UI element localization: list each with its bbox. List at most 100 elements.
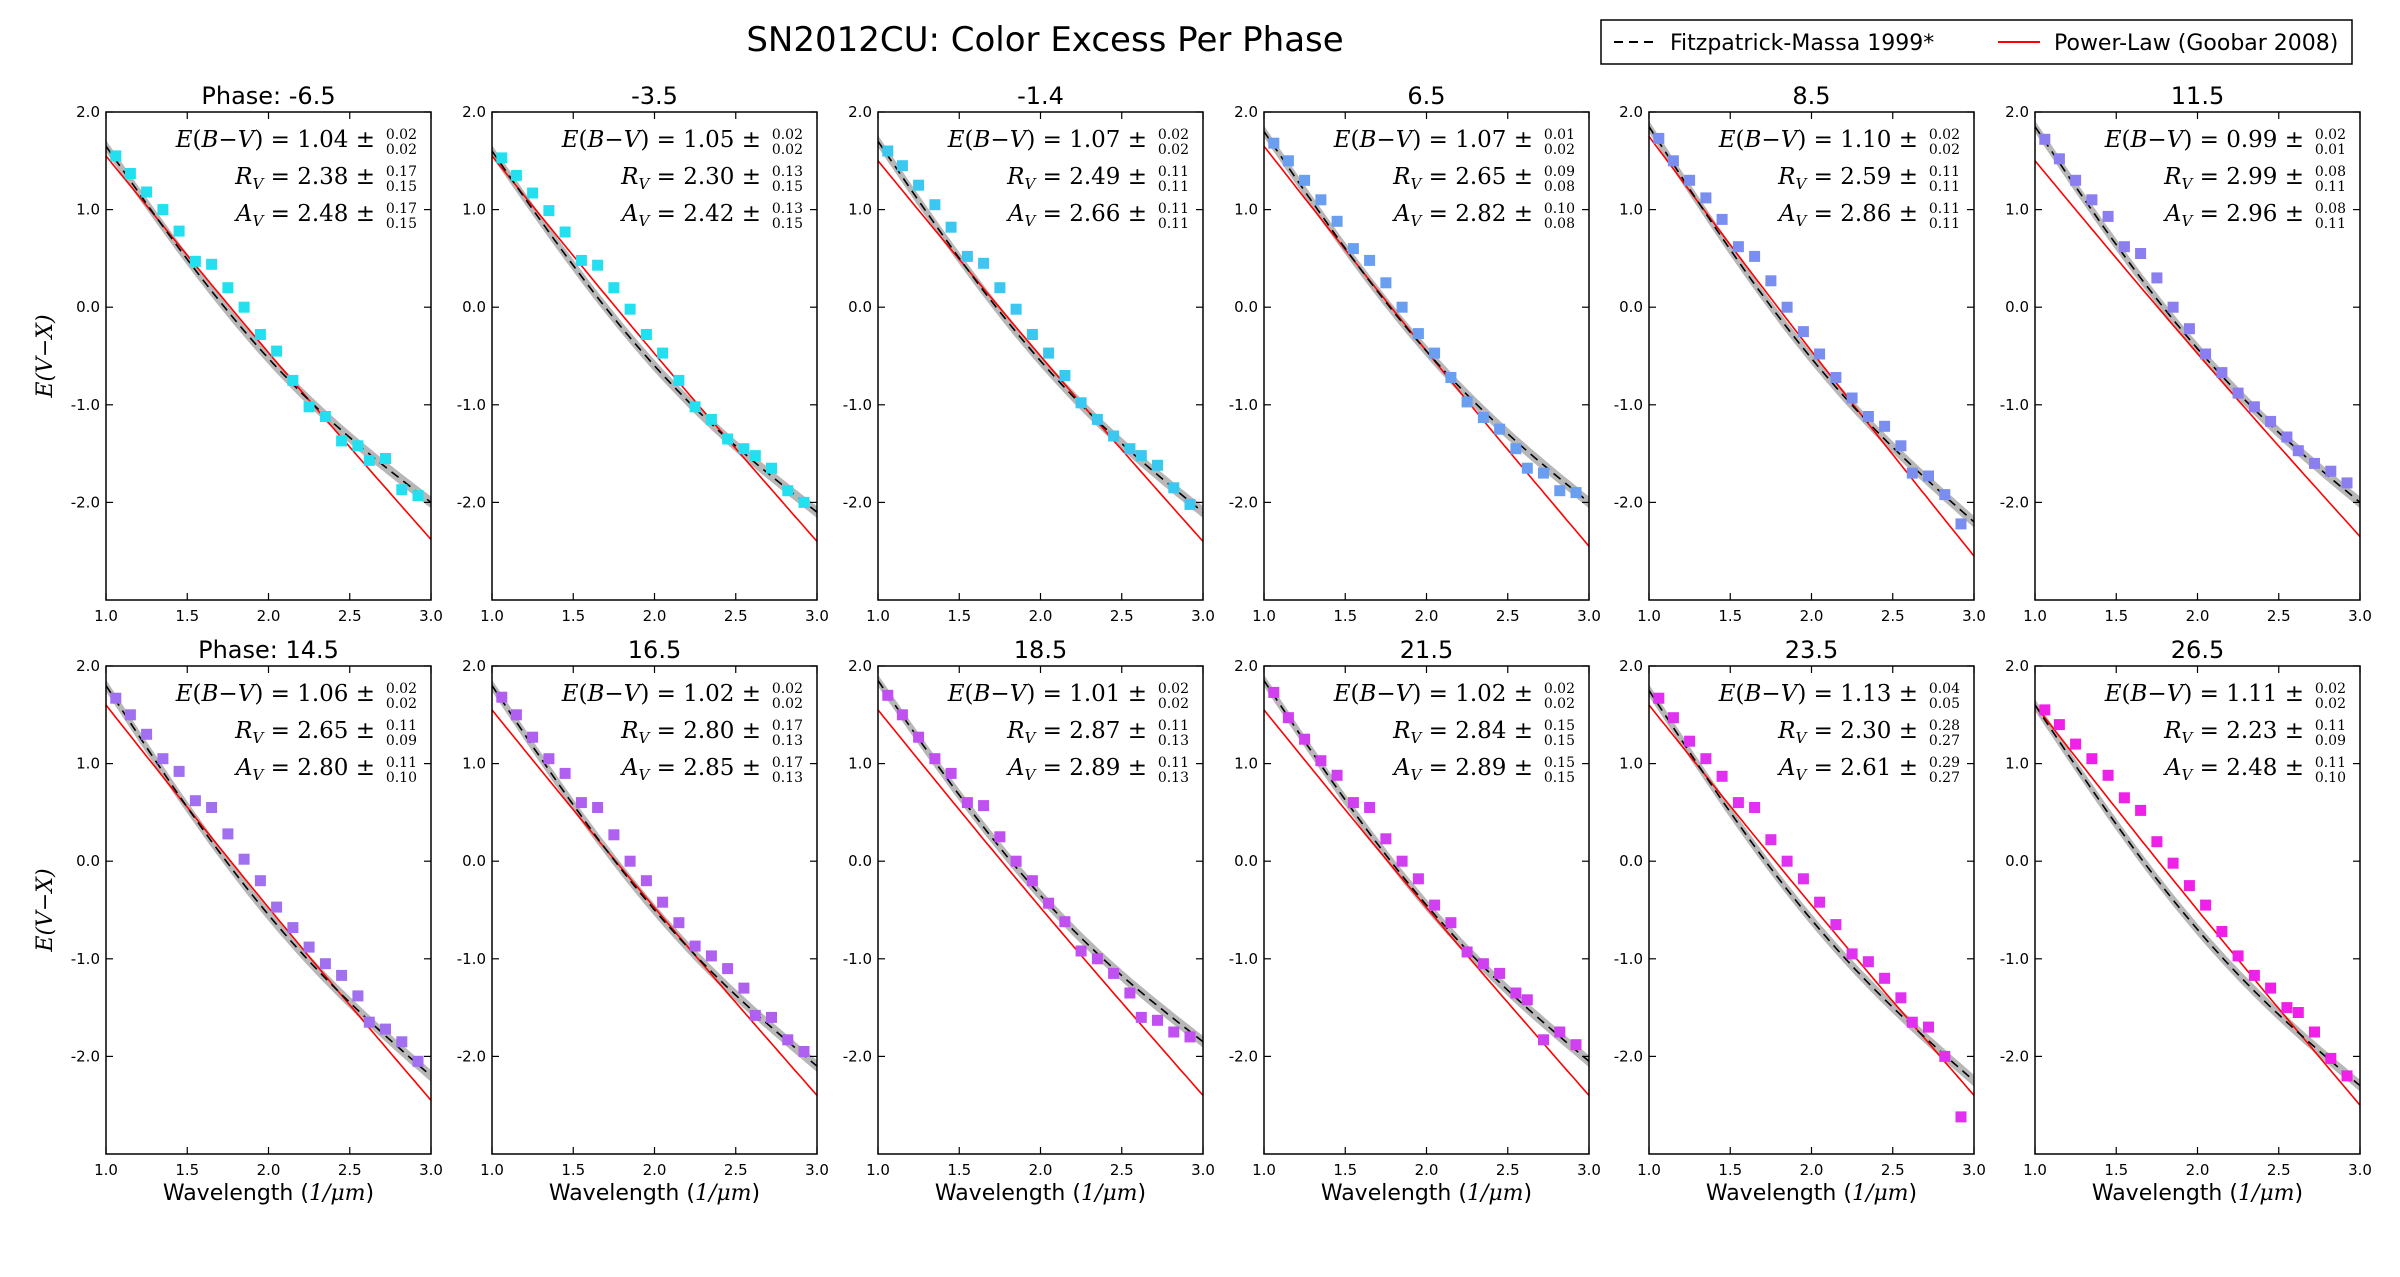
y-tick-label: 2.0 bbox=[1234, 103, 1258, 121]
param-err-down: 0.09 bbox=[386, 733, 417, 749]
data-point bbox=[978, 800, 990, 812]
data-point bbox=[994, 831, 1006, 843]
data-point bbox=[2232, 950, 2244, 962]
param-err-down: 0.02 bbox=[2315, 696, 2346, 712]
param-err-up: 0.02 bbox=[1544, 681, 1575, 697]
param-err-down: 0.08 bbox=[1544, 179, 1575, 195]
data-point bbox=[689, 401, 701, 413]
data-point bbox=[722, 433, 734, 445]
data-point bbox=[2053, 719, 2065, 731]
param-err-down: 0.02 bbox=[772, 696, 803, 712]
data-point bbox=[352, 990, 364, 1002]
param-err-up: 0.11 bbox=[1158, 201, 1189, 217]
data-point bbox=[303, 401, 315, 413]
y-tick-label: 0.0 bbox=[2005, 852, 2029, 870]
y-tick-label: -1.0 bbox=[71, 396, 100, 414]
param-av: AV = 2.48 ± bbox=[234, 201, 375, 230]
param-err-down: 0.09 bbox=[2315, 733, 2346, 749]
y-tick-label: -1.0 bbox=[1614, 950, 1643, 968]
uncertainty-band bbox=[878, 674, 1203, 1048]
powerlaw-line bbox=[492, 155, 817, 542]
data-point bbox=[2118, 792, 2130, 804]
x-tick-label: 1.5 bbox=[1333, 1161, 1357, 1179]
y-tick-label: 0.0 bbox=[1234, 852, 1258, 870]
data-point bbox=[1653, 132, 1665, 144]
fm-line bbox=[1264, 131, 1589, 504]
panel: 1.0 1.5 2.0 2.5 3.02.01.00.0-1.0-2.06.50.010… bbox=[1229, 82, 1601, 625]
data-point bbox=[2265, 415, 2277, 427]
x-tick-label: 3.0 bbox=[2348, 1161, 2372, 1179]
data-point bbox=[1315, 194, 1327, 206]
data-point bbox=[363, 454, 375, 466]
y-tick-label: -2.0 bbox=[1229, 493, 1258, 511]
param-rv: RV = 2.59 ± bbox=[1777, 164, 1918, 193]
param-err-down: 0.11 bbox=[1929, 216, 1960, 232]
data-point bbox=[1075, 397, 1087, 409]
data-point bbox=[189, 795, 201, 807]
y-tick-label: 1.0 bbox=[2005, 755, 2029, 773]
data-point bbox=[2151, 272, 2163, 284]
x-tick-label: 1.0 bbox=[866, 1161, 890, 1179]
x-tick-label: 1.5 bbox=[2104, 607, 2128, 625]
param-err-up: 0.02 bbox=[386, 127, 417, 143]
param-err-down: 0.08 bbox=[1544, 216, 1575, 232]
data-point bbox=[1716, 213, 1728, 225]
y-tick-label: 2.0 bbox=[462, 103, 486, 121]
data-point bbox=[1570, 1039, 1582, 1051]
data-point bbox=[1494, 967, 1506, 979]
x-tick-label: 1.5 bbox=[947, 1161, 971, 1179]
x-tick-label: 2.5 bbox=[724, 607, 748, 625]
data-point bbox=[222, 828, 234, 840]
x-tick-label: 1.5 bbox=[175, 607, 199, 625]
y-tick-label: 0.0 bbox=[848, 852, 872, 870]
data-point bbox=[527, 187, 539, 199]
param-av: AV = 2.80 ± bbox=[234, 755, 375, 784]
param-err-down: 0.27 bbox=[1929, 770, 1960, 786]
y-tick-label: 1.0 bbox=[76, 755, 100, 773]
data-point bbox=[1461, 946, 1473, 958]
x-tick-label: 2.0 bbox=[643, 1161, 667, 1179]
data-point bbox=[2216, 367, 2228, 379]
data-point bbox=[141, 186, 153, 198]
y-tick-label: -2.0 bbox=[843, 493, 872, 511]
data-point bbox=[2151, 836, 2163, 848]
powerlaw-line bbox=[106, 704, 431, 1101]
data-point bbox=[559, 767, 571, 779]
param-ebv: E(B−V) = 0.99 ± bbox=[2104, 127, 2304, 153]
param-err-up: 0.02 bbox=[772, 681, 803, 697]
y-tick-label: -2.0 bbox=[2000, 493, 2029, 511]
param-rv: RV = 2.65 ± bbox=[234, 718, 375, 747]
data-point bbox=[1906, 1016, 1918, 1028]
data-point bbox=[1124, 443, 1136, 455]
data-point bbox=[1282, 155, 1294, 167]
data-point bbox=[157, 204, 169, 216]
data-point bbox=[2200, 899, 2212, 911]
panel-title: 18.5 bbox=[1014, 636, 1067, 664]
data-point bbox=[2118, 241, 2130, 253]
y-tick-label: 0.0 bbox=[1234, 298, 1258, 316]
param-err-up: 0.15 bbox=[1544, 718, 1575, 734]
data-point bbox=[1445, 372, 1457, 383]
data-point bbox=[1364, 802, 1376, 813]
y-tick-label: 0.0 bbox=[1619, 852, 1643, 870]
data-point bbox=[1923, 470, 1934, 482]
panel: 1.0 1.5 2.0 2.5 3.0 2.0 1.0 0.0 -1.0 -2.0 11.5 0.02… bbox=[2000, 82, 2372, 625]
data-point bbox=[1939, 1050, 1951, 1062]
data-point bbox=[1380, 833, 1392, 845]
data-point bbox=[141, 728, 153, 740]
x-tick-label: 2.5 bbox=[2267, 607, 2291, 625]
data-point bbox=[1510, 443, 1522, 455]
data-point bbox=[559, 226, 571, 238]
param-err-down: 0.11 bbox=[2315, 216, 2346, 232]
y-axis-label: E(V−X) bbox=[33, 868, 58, 952]
param-err-down: 0.02 bbox=[386, 696, 417, 712]
param-err-up: 0.28 bbox=[1929, 718, 1960, 734]
panel: 1.0 1.5 2.0 2.5 3.0 2.0 1.0 0.0 -1.0 -2.0 18.5 0.02… bbox=[843, 636, 1215, 1206]
legend-box bbox=[1600, 19, 2353, 65]
x-tick-label: 2.0 bbox=[643, 607, 667, 625]
data-point bbox=[1075, 945, 1087, 957]
data-point bbox=[1814, 896, 1826, 908]
data-point bbox=[1797, 873, 1809, 885]
data-point bbox=[543, 753, 555, 765]
param-err-down: 0.01 bbox=[2315, 142, 2346, 158]
